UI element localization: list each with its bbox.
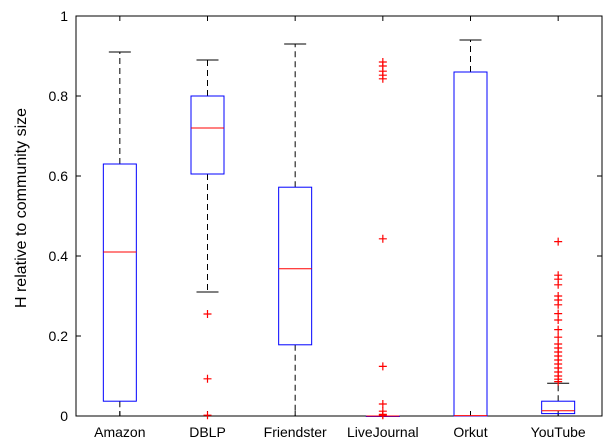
outlier-marker xyxy=(203,374,212,383)
x-tick-label: DBLP xyxy=(189,424,226,440)
x-tick-label: LiveJournal xyxy=(347,424,419,440)
y-axis-label: H relative to community size xyxy=(13,108,30,308)
y-tick-label: 0.6 xyxy=(49,168,69,184)
iqr-box xyxy=(541,400,576,415)
x-tick-label: YouTube xyxy=(531,424,586,440)
y-tick-label: 1 xyxy=(60,8,68,24)
outlier-marker xyxy=(378,411,387,420)
outlier-marker xyxy=(378,234,387,243)
y-tick-label: 0 xyxy=(60,408,68,424)
outlier-marker xyxy=(554,325,563,334)
outlier-marker xyxy=(554,237,563,246)
outlier-marker xyxy=(378,74,387,83)
outlier-marker xyxy=(203,310,212,318)
outlier-marker xyxy=(554,377,563,386)
outlier-marker xyxy=(378,400,387,408)
y-tick-label: 0.2 xyxy=(49,328,69,344)
outlier-marker xyxy=(554,333,563,342)
outlier-marker xyxy=(554,280,563,289)
iqr-box xyxy=(190,95,225,175)
outlier-marker xyxy=(203,411,212,420)
outlier-marker xyxy=(554,316,563,324)
iqr-box xyxy=(102,163,137,402)
iqr-box xyxy=(278,186,313,346)
outlier-marker xyxy=(554,300,563,309)
x-tick-label: Orkut xyxy=(453,424,487,440)
x-tick-label: Amazon xyxy=(94,424,145,440)
outlier-marker xyxy=(378,362,387,371)
y-tick-label: 0.8 xyxy=(49,88,69,104)
y-tick-label: 0.4 xyxy=(49,248,69,264)
iqr-box xyxy=(453,71,488,417)
x-tick-label: Friendster xyxy=(264,424,327,440)
plot-frame xyxy=(75,15,603,417)
